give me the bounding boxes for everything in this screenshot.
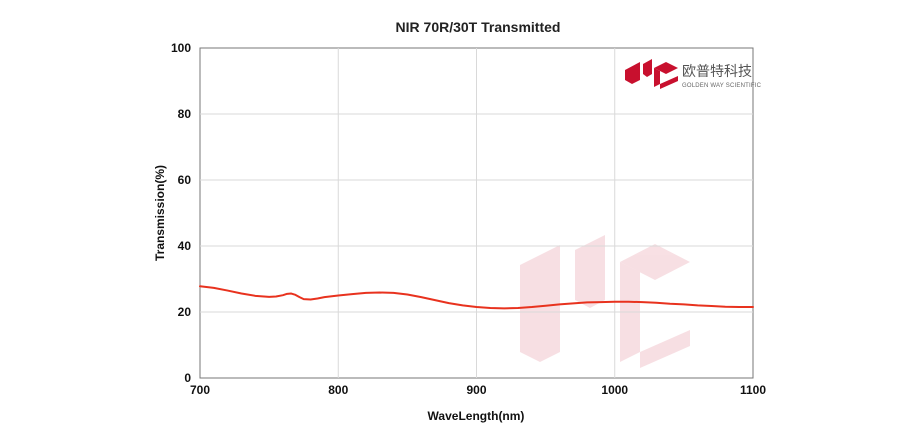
x-tick-label: 1000: [601, 383, 628, 397]
x-tick-label: 900: [466, 383, 486, 397]
logo-name-cn: 欧普特科技: [682, 64, 752, 80]
company-logo: 欧普特科技 GOLDEN WAY SCIENTIFIC: [625, 59, 762, 89]
y-tick-label: 60: [178, 173, 192, 187]
y-axis-label: Transmission(%): [153, 165, 167, 261]
y-tick-labels: 0 20 40 60 80 100: [171, 41, 191, 385]
logo-name-en: GOLDEN WAY SCIENTIFIC: [682, 83, 762, 89]
x-tick-label: 1100: [740, 383, 766, 397]
y-tick-label: 40: [178, 239, 192, 253]
x-tick-label: 700: [190, 383, 210, 397]
y-tick-label: 80: [178, 107, 192, 121]
series-line: [199, 285, 754, 310]
y-tick-label: 100: [171, 41, 191, 55]
y-tick-label: 0: [184, 371, 191, 385]
grid: [200, 48, 753, 378]
y-tick-label: 20: [178, 305, 192, 319]
chart-title: NIR 70R/30T Transmitted: [396, 19, 561, 35]
x-axis-label: WaveLength(nm): [428, 409, 525, 423]
logo-mark-icon: [625, 59, 678, 89]
x-tick-labels: 700 800 900 1000 1100: [190, 383, 766, 397]
series-group: [199, 285, 754, 310]
x-tick-label: 800: [328, 383, 348, 397]
